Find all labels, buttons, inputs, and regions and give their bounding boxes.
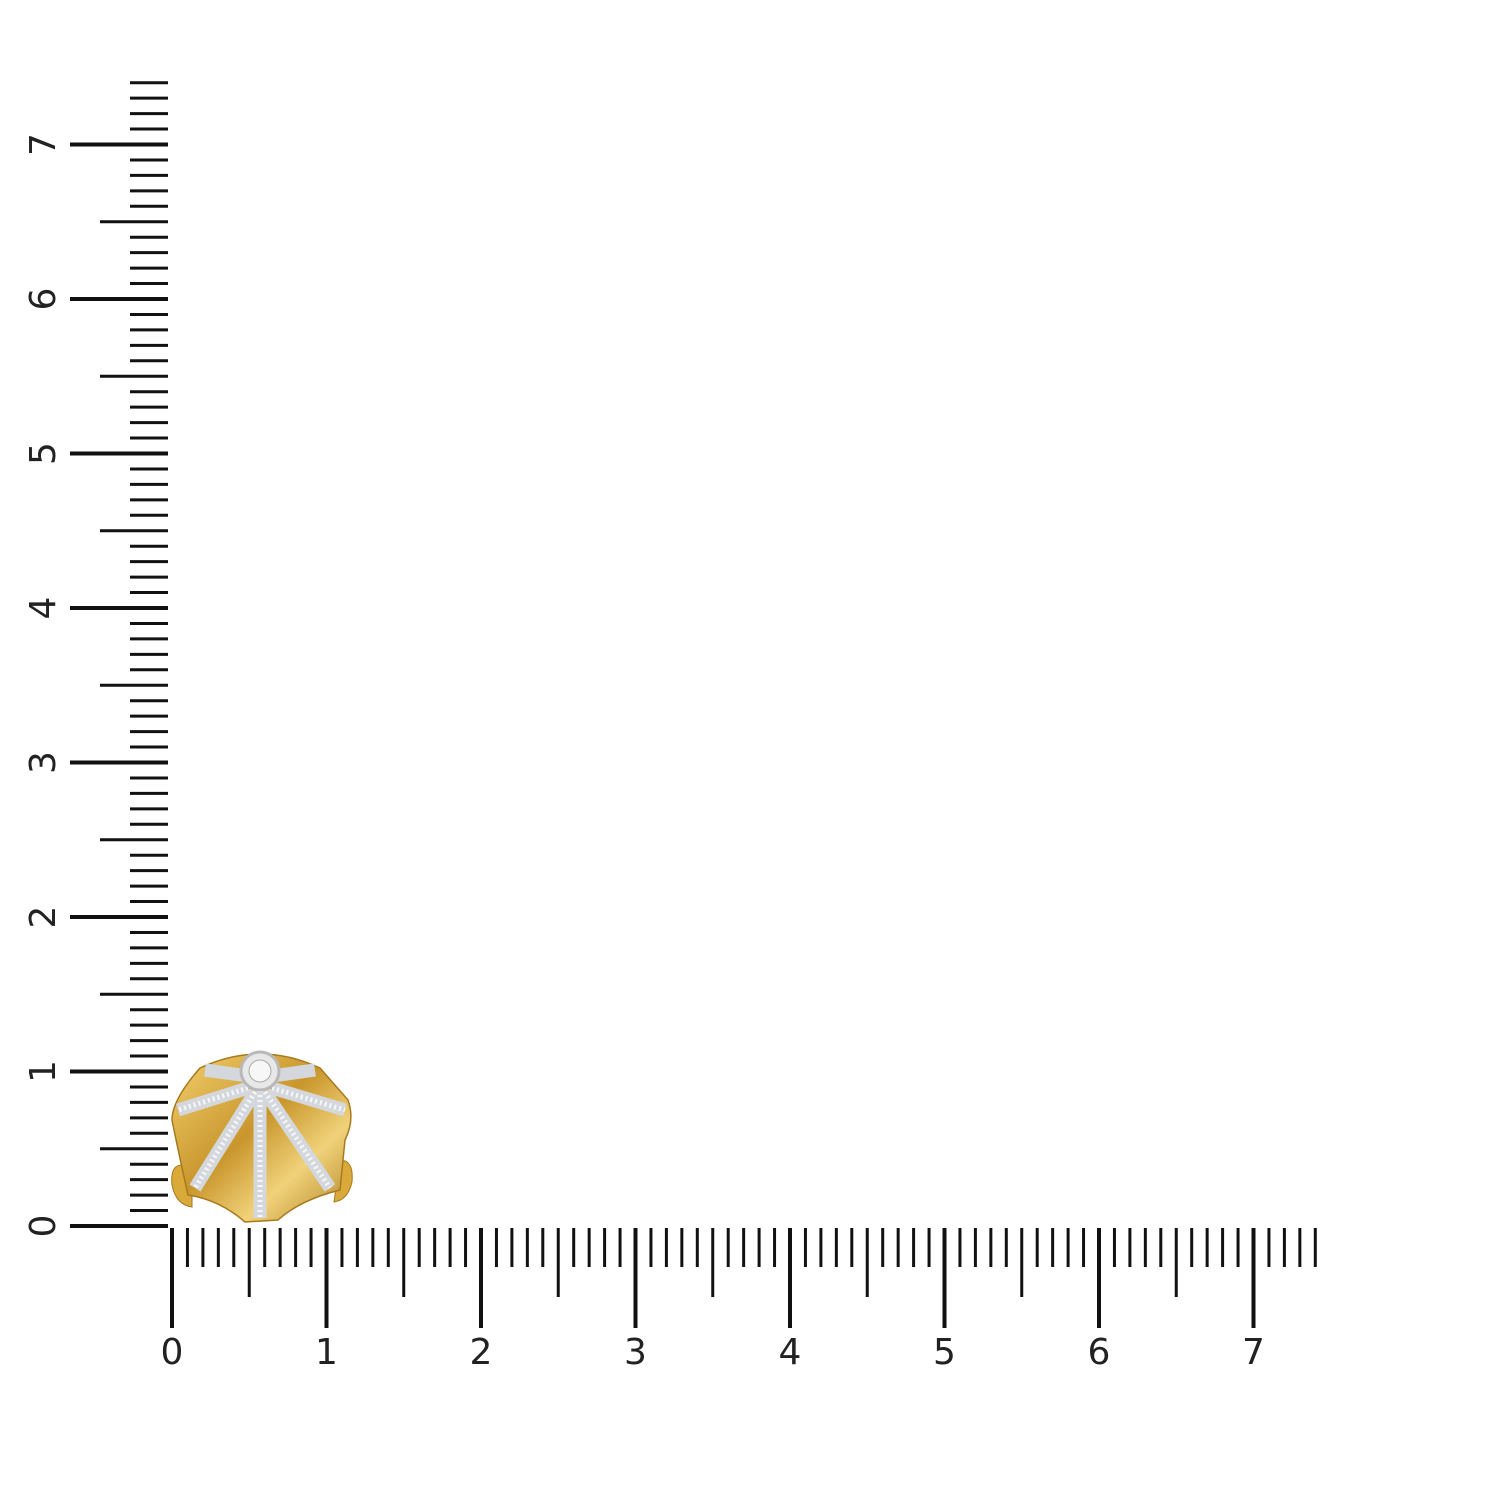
ruler-label: 4 <box>23 597 64 620</box>
ruler-label: 6 <box>23 288 64 311</box>
ruler-label: 1 <box>315 1332 338 1373</box>
vertical-ruler: 0 1 2 3 4 5 6 7 <box>23 81 168 1238</box>
ruler-label: 5 <box>933 1332 956 1373</box>
ruler-label: 6 <box>1088 1332 1111 1373</box>
ruler-label: 5 <box>23 442 64 465</box>
ruler-label: 2 <box>23 906 64 929</box>
ruler-label: 0 <box>161 1332 184 1373</box>
ruler-label: 4 <box>779 1332 802 1373</box>
ruler-label: 7 <box>23 133 64 156</box>
ruler-label: 0 <box>23 1215 64 1238</box>
horizontal-ruler: 0 1 2 3 4 5 6 7 <box>161 1228 1317 1373</box>
earring-image <box>171 1050 353 1223</box>
ruler-label: 7 <box>1242 1332 1265 1373</box>
ruler-label: 1 <box>23 1060 64 1083</box>
ruler-label: 2 <box>470 1332 493 1373</box>
ruler-label: 3 <box>23 751 64 774</box>
ruler-label: 3 <box>624 1332 647 1373</box>
